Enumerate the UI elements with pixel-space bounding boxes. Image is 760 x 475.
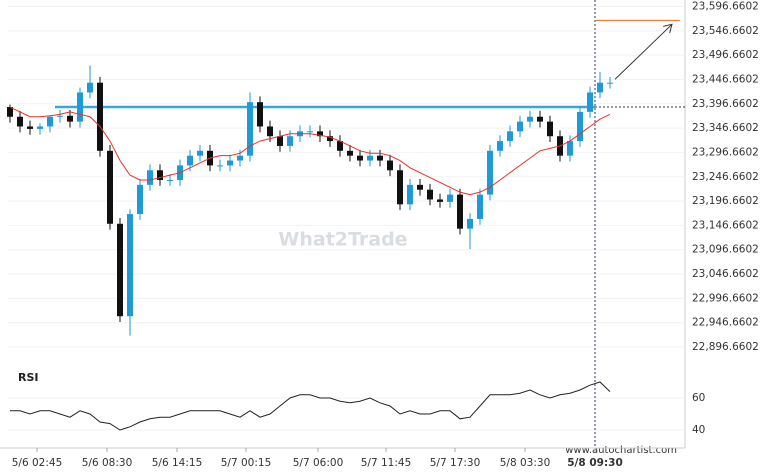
moving-average: [9, 106, 611, 196]
candle-body: [407, 184, 413, 205]
candle-body: [457, 194, 463, 229]
candle-body: [157, 170, 163, 180]
candle-body: [307, 131, 313, 133]
rsi-label: RSI: [18, 371, 39, 384]
candle-body: [217, 165, 223, 167]
x-tick-label: 5/6 08:30: [82, 457, 133, 469]
y-tick-label: 23,346.6602: [692, 122, 759, 134]
candle-body: [497, 141, 503, 151]
candle-body: [347, 150, 353, 156]
candle-body: [107, 150, 113, 224]
candle-body: [257, 102, 263, 127]
candle-body: [287, 136, 293, 146]
candle-body: [267, 126, 273, 137]
candle-body: [277, 136, 283, 146]
y-tick-label: 23,446.6602: [692, 73, 759, 85]
candle-body: [87, 82, 93, 93]
candle-body: [587, 92, 593, 112]
candle-body: [197, 150, 203, 156]
candle-body: [247, 102, 253, 156]
rsi-tick-label: 40: [692, 424, 705, 436]
candle-body: [527, 116, 533, 122]
candle-body: [437, 199, 443, 202]
candle-body: [567, 141, 573, 156]
y-tick-label: 23,146.6602: [692, 219, 759, 231]
candle-body: [77, 92, 83, 122]
candle-body: [477, 194, 483, 219]
y-tick-label: 23,546.6602: [692, 25, 759, 37]
candle-body: [17, 116, 23, 127]
candle-body: [417, 184, 423, 190]
candle-body: [47, 116, 53, 127]
candle-body: [487, 150, 493, 195]
candle-body: [597, 82, 603, 93]
candle-body: [427, 189, 433, 200]
candle-body: [547, 121, 553, 137]
candle-body: [537, 116, 543, 122]
candle-body: [327, 136, 333, 142]
candle-body: [117, 223, 123, 317]
candle-body: [37, 126, 43, 129]
x-tick-label: 5/8 09:30: [567, 457, 623, 469]
x-tick-label: 5/8 03:30: [500, 457, 551, 469]
candle-body: [187, 155, 193, 166]
y-tick-label: 22,896.6602: [692, 341, 759, 353]
y-tick-label: 23,096.6602: [692, 244, 759, 256]
candle-body: [387, 160, 393, 171]
y-tick-label: 23,246.6602: [692, 171, 759, 183]
y-tick-label: 23,296.6602: [692, 146, 759, 158]
source: www.autochartist.com: [565, 445, 677, 456]
y-tick-label: 23,046.6602: [692, 268, 759, 280]
arrow-head: [663, 23, 673, 34]
candle-body: [237, 155, 243, 161]
candle-body: [27, 126, 33, 129]
candle-body: [147, 170, 153, 185]
candle-body: [397, 170, 403, 205]
x-tick-label: 5/6 02:45: [12, 457, 63, 469]
x-tick-label: 5/7 17:30: [430, 457, 481, 469]
y-tick-label: 23,196.6602: [692, 195, 759, 207]
x-tick-label: 5/7 11:45: [361, 457, 412, 469]
y-tick-label: 23,396.6602: [692, 98, 759, 110]
candle-body: [507, 131, 513, 142]
candle-body: [227, 160, 233, 166]
candle-body: [357, 155, 363, 161]
y-tick-label: 22,996.6602: [692, 292, 759, 304]
candle-body: [97, 82, 103, 151]
watermark: What2Trade: [278, 229, 407, 251]
candle-body: [517, 121, 523, 132]
candle-body: [607, 82, 613, 84]
candle-body: [167, 180, 173, 181]
x-tick-label: 5/6 14:15: [152, 457, 203, 469]
candle-body: [137, 184, 143, 215]
forecast-arrow: [614, 23, 673, 80]
candle-body: [377, 155, 383, 161]
candle-body: [7, 107, 13, 117]
candle-body: [467, 218, 473, 229]
candle-body: [337, 141, 343, 151]
rsi-tick-label: 60: [692, 392, 705, 404]
candle-body: [367, 155, 373, 161]
candle-body: [317, 131, 323, 137]
rsi-line: [10, 381, 611, 431]
y-tick-label: 22,946.6602: [692, 317, 759, 329]
x-tick-label: 5/7 00:15: [221, 457, 272, 469]
candle-body: [577, 111, 583, 142]
candle-body: [127, 214, 133, 317]
y-tick-label: 23,496.6602: [692, 49, 759, 61]
y-tick-label: 23,596.6602: [692, 0, 759, 12]
candle-body: [57, 115, 63, 117]
candle-body: [447, 194, 453, 202]
candle-body: [67, 115, 73, 122]
x-tick-label: 5/7 06:00: [293, 457, 344, 469]
